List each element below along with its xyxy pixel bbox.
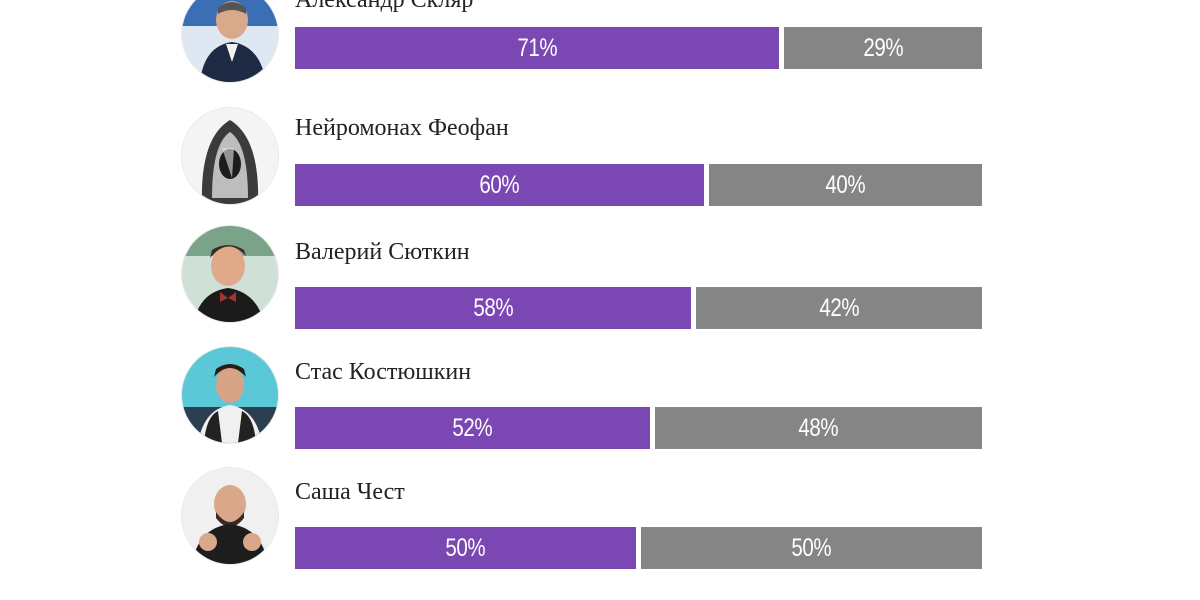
bar-segment-against: 29%: [784, 27, 982, 69]
person-photo-icon: [182, 347, 278, 443]
data-label: 60%: [479, 170, 520, 199]
data-label: 50%: [791, 533, 832, 562]
data-label: 52%: [452, 413, 493, 442]
vote-bar: 50% 50%: [295, 527, 982, 569]
bar-segment-against: 48%: [655, 407, 982, 449]
data-label: 42%: [819, 293, 859, 322]
candidate-name: Саша Чест: [295, 479, 405, 505]
candidate-row: Саша Чест 50% 50%: [0, 460, 1200, 580]
data-label: 71%: [517, 33, 557, 62]
data-label: 50%: [445, 533, 486, 562]
vote-bar: 52% 48%: [295, 407, 982, 449]
candidate-row: Стас Костюшкин 52% 48%: [0, 340, 1200, 460]
data-label: 48%: [798, 413, 839, 442]
candidate-name: Александр Скляр: [295, 0, 474, 13]
candidate-name: Стас Костюшкин: [295, 359, 472, 385]
candidate-row: Нейромонах Феофан 60% 40%: [0, 100, 1200, 220]
bar-segment-for: 52%: [295, 407, 650, 449]
vote-bar: 58% 42%: [295, 287, 982, 329]
candidate-row: Александр Скляр 71% 29%: [0, 0, 1200, 100]
bar-segment-against: 40%: [709, 164, 982, 206]
person-photo-icon: [182, 0, 278, 82]
bar-segment-for: 58%: [295, 287, 691, 329]
bar-segment-for: 60%: [295, 164, 704, 206]
candidate-name: Нейромонах Феофан: [295, 115, 509, 141]
person-photo-icon: [182, 468, 278, 564]
vote-bar: 60% 40%: [295, 164, 982, 206]
data-label: 58%: [473, 293, 513, 322]
data-label: 40%: [825, 170, 866, 199]
bar-segment-against: 42%: [696, 287, 982, 329]
candidate-row: Валерий Сюткин 58% 42%: [0, 220, 1200, 340]
bar-segment-against: 50%: [641, 527, 982, 569]
bar-segment-for: 50%: [295, 527, 636, 569]
bar-segment-for: 71%: [295, 27, 779, 69]
vote-bar: 71% 29%: [295, 27, 982, 69]
data-label: 29%: [863, 33, 903, 62]
hooded-figure-photo-icon: [182, 108, 278, 204]
person-photo-icon: [182, 226, 278, 322]
candidate-name: Валерий Сюткин: [295, 239, 470, 265]
